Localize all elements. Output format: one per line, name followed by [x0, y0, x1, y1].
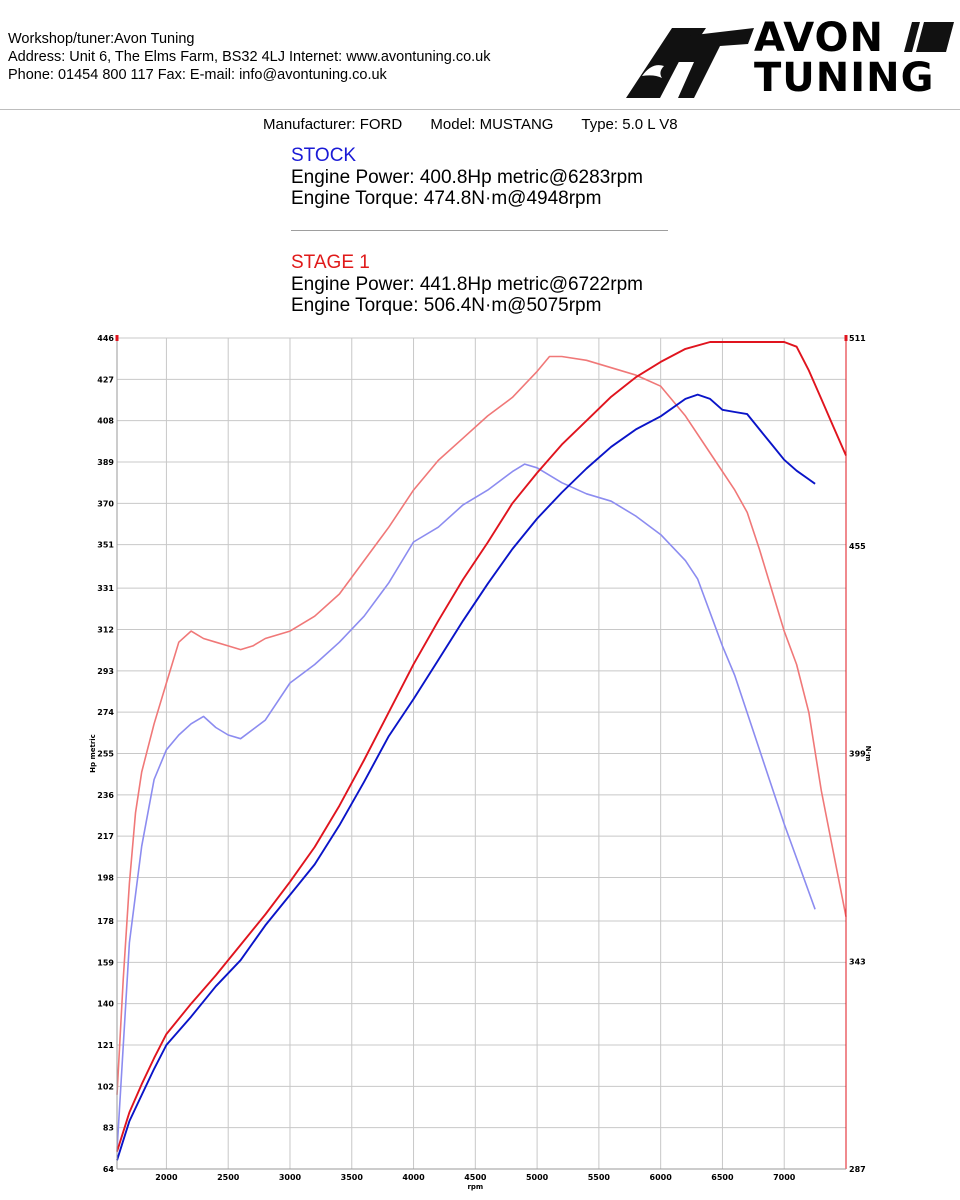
logo-text-top: AVON [754, 15, 884, 61]
y-tick-label: 121 [97, 1041, 114, 1050]
logo-wordmark: AVON TUNING [754, 18, 934, 98]
y2-tick-label: 287 [849, 1165, 866, 1174]
stage1-power: Engine Power: 441.8Hp metric@6722rpm [291, 273, 643, 295]
phone-line: Phone: 01454 800 117 Fax: E-mail: info@a… [8, 67, 387, 83]
y-tick-label: 274 [97, 708, 114, 717]
engine-type: Type: 5.0 L V8 [581, 116, 678, 133]
y2-tick-label: 511 [849, 334, 866, 343]
y2-axis-title: N·m [864, 746, 872, 762]
x-tick-label: 3000 [279, 1173, 302, 1182]
logo-emblem-icon [626, 22, 954, 98]
stage1-torque: Engine Torque: 506.4N·m@5075rpm [291, 295, 602, 316]
y-tick-label: 446 [97, 334, 114, 343]
y-tick-label: 198 [97, 873, 114, 882]
stock-torque: Engine Torque: 474.8N·m@4948rpm [291, 188, 602, 209]
y-tick-label: 370 [97, 499, 114, 508]
workshop-line: Workshop/tuner:Avon Tuning [8, 31, 195, 47]
y-tick-label: 236 [97, 791, 114, 800]
y-tick-label: 102 [97, 1082, 114, 1091]
y2-tick-label: 343 [849, 957, 866, 966]
stage-1-torque-curve [116, 355, 847, 1095]
y-tick-label: 351 [97, 541, 114, 550]
manufacturer: Manufacturer: FORD [263, 116, 403, 133]
y-tick-label: 312 [97, 626, 114, 635]
y-tick-label: 159 [97, 958, 114, 967]
chart-grid [117, 337, 846, 1170]
y-tick-label: 389 [97, 458, 114, 467]
x-tick-label: 5000 [526, 1173, 549, 1182]
chart-axes: 64 83 102 121 140 159 178 198 217 236 255 274 293 312… [89, 334, 872, 1191]
header-divider [0, 109, 960, 110]
stock-power-curve [116, 393, 816, 1161]
y-tick-label: 64 [103, 1165, 115, 1174]
stage1-title: STAGE 1 [291, 252, 370, 273]
stock-power: Engine Power: 400.8Hp metric@6283rpm [291, 166, 643, 188]
x-tick-label: 4000 [402, 1173, 425, 1182]
y-tick-label: 178 [97, 917, 114, 926]
model: Model: MUSTANG [430, 116, 554, 133]
y-tick-label: 140 [97, 1000, 114, 1009]
workshop-info: Workshop/tuner:Avon Tuning Address: Unit… [8, 30, 491, 84]
chart-curves [116, 341, 847, 1161]
y-tick-label: 427 [97, 375, 114, 384]
x-tick-label: 5500 [588, 1173, 611, 1182]
vehicle-info: Manufacturer: FORD Model: MUSTANG Type: … [263, 116, 702, 133]
x-axis-title: rpm [467, 1183, 483, 1191]
y-tick-label: 217 [97, 832, 114, 841]
y-axis-marker [115, 335, 119, 341]
x-tick-label: 6000 [650, 1173, 673, 1182]
y-tick-label: 293 [97, 667, 114, 676]
stage1-results: STAGE 1 Engine Power: 441.8Hp metric@672… [291, 252, 643, 317]
y-tick-label: 408 [97, 417, 114, 426]
y2-axis-marker [844, 335, 848, 341]
address-line: Address: Unit 6, The Elms Farm, BS32 4LJ… [8, 49, 491, 65]
dyno-chart: 64 83 102 121 140 159 178 198 217 236 255 274 293 312… [89, 334, 872, 1191]
logo-text-bottom: TUNING [754, 55, 935, 101]
page-header: Workshop/tuner:Avon Tuning Address: Unit… [0, 0, 960, 110]
y-tick-label: 255 [97, 750, 114, 759]
y2-tick-label: 399 [849, 750, 866, 759]
results-divider [291, 230, 668, 231]
y-axis-title: Hp metric [89, 734, 97, 773]
stage-1-power-curve [116, 341, 847, 1152]
stock-results: STOCK Engine Power: 400.8Hp metric@6283r… [291, 145, 643, 210]
y2-tick-label: 455 [849, 542, 866, 551]
y-tick-label: 331 [97, 584, 114, 593]
x-tick-label: 2000 [155, 1173, 178, 1182]
stock-title: STOCK [291, 145, 357, 166]
stock-torque-curve [116, 463, 816, 1151]
x-tick-label: 2500 [217, 1173, 240, 1182]
x-tick-label: 6500 [711, 1173, 734, 1182]
x-tick-label: 4500 [464, 1173, 487, 1182]
y-tick-label: 83 [103, 1124, 114, 1133]
avon-tuning-logo: AVON TUNING [624, 18, 954, 102]
x-tick-label: 3500 [341, 1173, 364, 1182]
x-tick-label: 7000 [773, 1173, 796, 1182]
